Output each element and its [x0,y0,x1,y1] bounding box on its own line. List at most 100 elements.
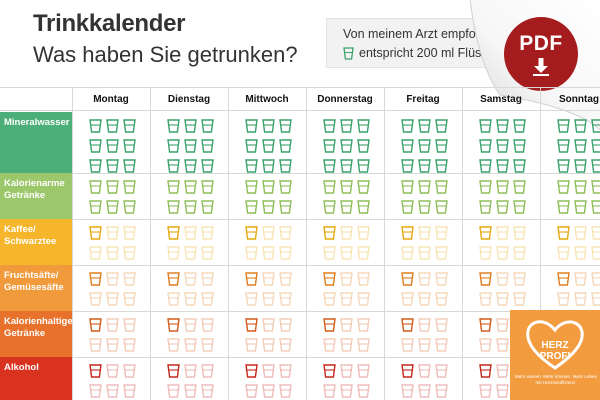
cup-icon[interactable] [479,246,492,260]
cup-icon[interactable] [123,364,136,378]
cup-icon[interactable] [106,384,119,398]
cup-icon[interactable] [184,318,197,332]
cup-icon[interactable] [513,119,526,133]
cup-icon[interactable] [496,226,509,240]
cup-icon[interactable] [496,318,509,332]
cup-icon[interactable] [591,119,600,133]
cup-icon[interactable] [262,200,275,214]
cup-icon[interactable] [245,364,258,378]
cup-icon[interactable] [418,180,431,194]
cup-icon[interactable] [496,139,509,153]
cup-icon[interactable] [262,364,275,378]
cup-icon[interactable] [479,364,492,378]
cup-icon[interactable] [201,384,214,398]
cup-icon[interactable] [167,246,180,260]
cup-icon[interactable] [106,364,119,378]
cup-icon[interactable] [513,226,526,240]
cup-icon[interactable] [184,200,197,214]
cup-icon[interactable] [245,318,258,332]
cup-icon[interactable] [323,384,336,398]
cup-icon[interactable] [245,159,258,173]
cup-icon[interactable] [167,272,180,286]
cup-icon[interactable] [557,159,570,173]
cup-icon[interactable] [184,159,197,173]
cup-icon[interactable] [184,272,197,286]
cup-icon[interactable] [401,384,414,398]
cup-icon[interactable] [435,272,448,286]
cup-icon[interactable] [496,338,509,352]
cup-icon[interactable] [496,200,509,214]
cup-icon[interactable] [262,292,275,306]
cup-icon[interactable] [279,318,292,332]
cup-icon[interactable] [89,200,102,214]
cup-icon[interactable] [418,272,431,286]
cup-icon[interactable] [89,139,102,153]
cup-icon[interactable] [340,364,353,378]
cup-icon[interactable] [245,200,258,214]
cup-icon[interactable] [435,246,448,260]
cup-icon[interactable] [513,292,526,306]
cup-icon[interactable] [323,318,336,332]
cup-icon[interactable] [123,226,136,240]
cup-icon[interactable] [106,200,119,214]
cup-icon[interactable] [401,119,414,133]
cup-icon[interactable] [123,318,136,332]
cup-icon[interactable] [401,292,414,306]
cup-icon[interactable] [357,119,370,133]
cup-icon[interactable] [557,292,570,306]
cup-icon[interactable] [167,226,180,240]
cup-icon[interactable] [279,338,292,352]
cup-icon[interactable] [557,200,570,214]
cup-icon[interactable] [184,364,197,378]
cup-icon[interactable] [123,180,136,194]
cup-icon[interactable] [167,119,180,133]
cup-icon[interactable] [279,119,292,133]
cup-icon[interactable] [89,338,102,352]
cup-icon[interactable] [574,139,587,153]
cup-icon[interactable] [106,180,119,194]
cup-icon[interactable] [262,226,275,240]
cup-icon[interactable] [418,364,431,378]
cup-icon[interactable] [557,226,570,240]
cup-icon[interactable] [123,246,136,260]
cup-icon[interactable] [184,338,197,352]
cup-icon[interactable] [262,318,275,332]
cup-icon[interactable] [323,200,336,214]
cup-icon[interactable] [591,226,600,240]
cup-icon[interactable] [496,384,509,398]
cup-icon[interactable] [262,246,275,260]
cup-icon[interactable] [262,338,275,352]
cup-icon[interactable] [89,318,102,332]
cup-icon[interactable] [479,338,492,352]
cup-icon[interactable] [167,364,180,378]
cup-icon[interactable] [323,139,336,153]
cup-icon[interactable] [340,139,353,153]
cup-icon[interactable] [89,272,102,286]
cup-icon[interactable] [262,180,275,194]
cup-icon[interactable] [323,180,336,194]
cup-icon[interactable] [167,159,180,173]
cup-icon[interactable] [201,318,214,332]
cup-icon[interactable] [262,159,275,173]
cup-icon[interactable] [201,119,214,133]
cup-icon[interactable] [201,200,214,214]
cup-icon[interactable] [106,119,119,133]
cup-icon[interactable] [106,318,119,332]
cup-icon[interactable] [340,180,353,194]
cup-icon[interactable] [184,119,197,133]
cup-icon[interactable] [496,246,509,260]
cup-icon[interactable] [591,139,600,153]
cup-icon[interactable] [401,226,414,240]
cup-icon[interactable] [574,272,587,286]
cup-icon[interactable] [496,292,509,306]
cup-icon[interactable] [557,272,570,286]
cup-icon[interactable] [106,292,119,306]
cup-icon[interactable] [245,246,258,260]
cup-icon[interactable] [496,159,509,173]
cup-icon[interactable] [245,338,258,352]
cup-icon[interactable] [184,226,197,240]
cup-icon[interactable] [201,139,214,153]
cup-icon[interactable] [262,384,275,398]
cup-icon[interactable] [479,272,492,286]
cup-icon[interactable] [357,226,370,240]
